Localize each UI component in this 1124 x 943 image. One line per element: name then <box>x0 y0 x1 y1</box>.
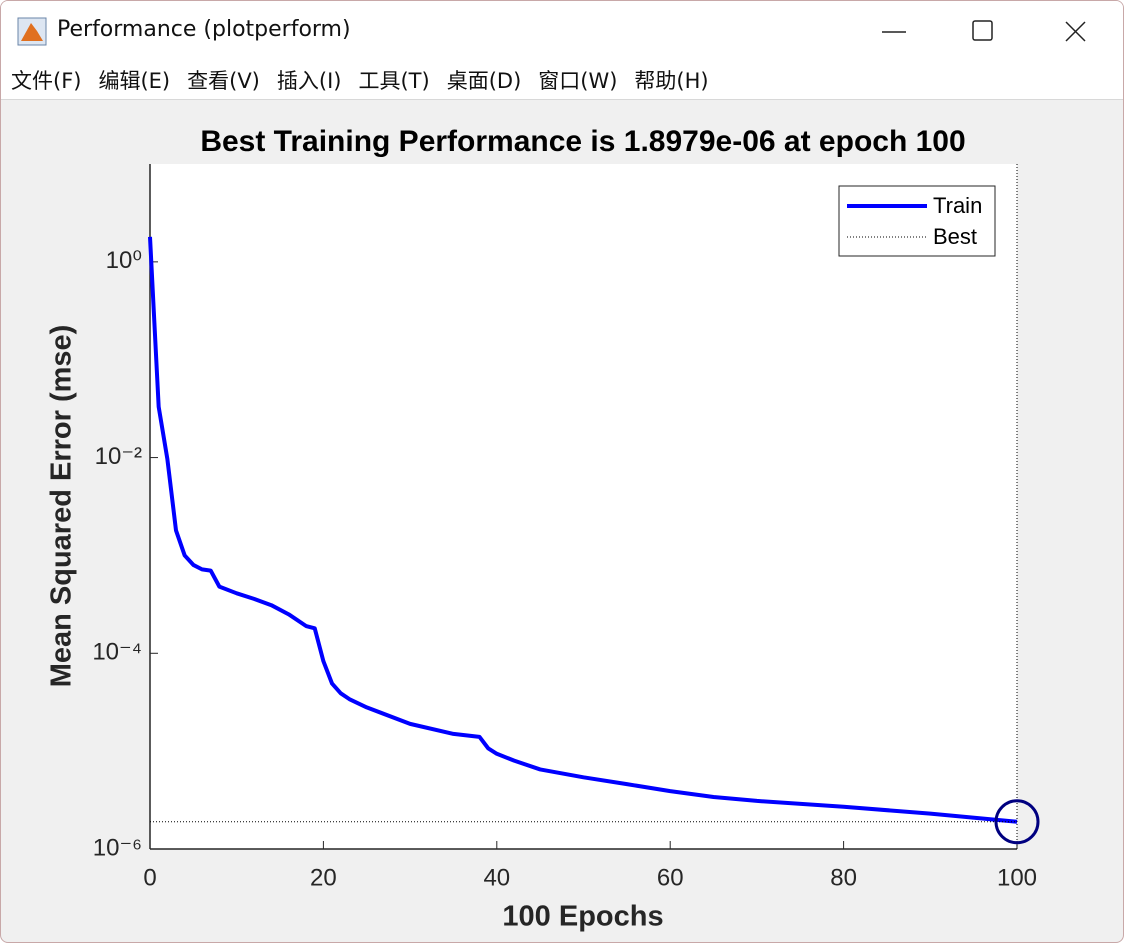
chart-title: Best Training Performance is 1.8979e-06 … <box>200 125 965 158</box>
x-tick-label: 40 <box>483 864 510 891</box>
menu-item[interactable]: 桌面(D) <box>446 69 522 93</box>
x-tick-label: 20 <box>310 864 337 891</box>
close-button[interactable] <box>1065 21 1086 42</box>
y-tick-label: 10⁻⁴ <box>92 639 142 666</box>
x-tick-label: 80 <box>830 864 857 891</box>
y-tick-label: 10⁻² <box>95 443 142 470</box>
x-tick-label: 0 <box>143 864 156 891</box>
chart: Best Training Performance is 1.8979e-06 … <box>46 125 1040 933</box>
x-tick-label: 100 <box>997 864 1037 891</box>
y-tick-label: 10⁻⁶ <box>93 834 142 861</box>
title-bar-icons <box>17 17 1086 46</box>
app-icon-shape <box>21 23 43 41</box>
x-tick-label: 60 <box>657 864 684 891</box>
window-title: Performance (plotperform) <box>57 17 351 42</box>
menu-bar: 文件(F) 编辑(E) 查看(V) 插入(I) 工具(T) 桌面(D) 窗口(W) 帮助(H) <box>1 61 1123 100</box>
y-tick-label: 10⁰ <box>106 247 142 274</box>
best-marker <box>994 799 1040 845</box>
menu-item[interactable]: 文件(F) <box>11 69 82 93</box>
menu-item[interactable]: 工具(T) <box>358 69 430 93</box>
menu-item[interactable]: 帮助(H) <box>634 69 709 93</box>
menu-item[interactable]: 插入(I) <box>276 69 342 93</box>
menu-item[interactable]: 编辑(E) <box>98 69 171 93</box>
legend-label: Train <box>933 193 982 218</box>
menu-item[interactable]: 查看(V) <box>187 69 260 93</box>
y-axis-label: Mean Squared Error (mse) <box>46 325 78 688</box>
legend-label: Best <box>933 224 977 249</box>
title-bar: Performance (plotperform) <box>1 1 1123 61</box>
x-axis-label: 100 Epochs <box>502 901 663 933</box>
plot-area <box>150 164 1017 849</box>
train-line <box>148 236 1018 824</box>
menu-item[interactable]: 窗口(W) <box>538 69 618 93</box>
legend-box <box>838 185 996 257</box>
maximize-button[interactable] <box>972 20 993 41</box>
